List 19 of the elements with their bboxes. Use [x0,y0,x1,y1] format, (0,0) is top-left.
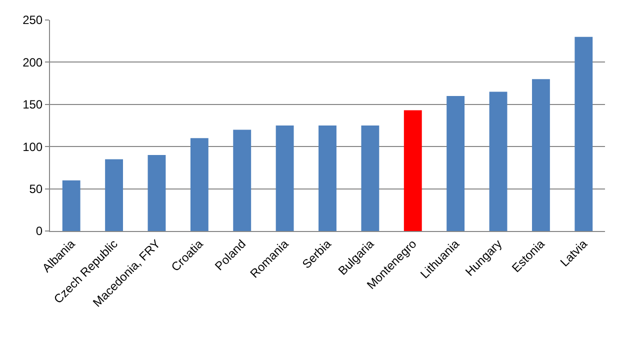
bar [105,159,123,231]
bar [404,110,422,231]
bar [276,126,294,231]
bar [62,180,80,231]
bar [361,126,380,231]
y-tick-label: 100 [22,140,43,154]
bar [489,92,508,231]
bar [233,130,252,231]
bar [148,155,166,231]
bar [190,138,208,231]
bar [574,36,593,231]
y-tick-label: 250 [22,13,43,28]
bar [318,126,336,231]
y-tick-label: 0 [36,224,43,238]
y-tick-label: 150 [22,98,43,112]
y-tick-label: 50 [29,182,43,196]
bar [446,96,465,231]
y-tick-label: 200 [22,55,43,70]
bar [532,79,550,231]
